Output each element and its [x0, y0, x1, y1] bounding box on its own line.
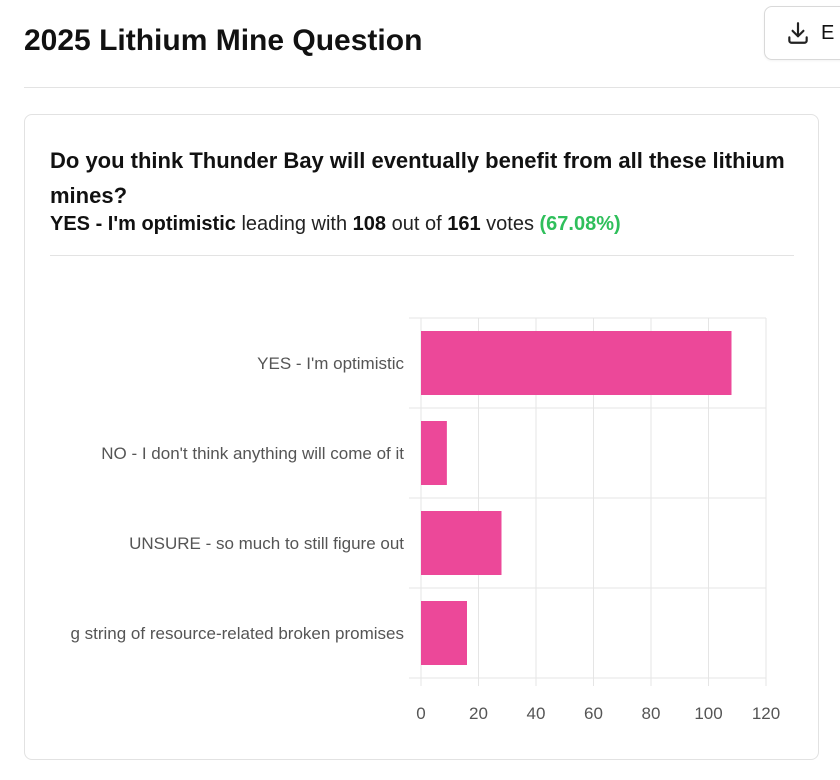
- x-tick-label-40: 40: [527, 704, 546, 723]
- bar-2: [421, 511, 502, 575]
- poll-question: Do you think Thunder Bay will eventually…: [50, 148, 785, 208]
- x-tick-label-120: 120: [752, 704, 780, 723]
- category-label-0: YES - I'm optimistic: [257, 354, 404, 373]
- download-icon: [788, 22, 808, 44]
- x-tick-label-20: 20: [469, 704, 488, 723]
- category-label-1: NO - I don't think anything will come of…: [101, 444, 404, 463]
- leader-votes: 108: [352, 213, 387, 235]
- x-tick-label-60: 60: [584, 704, 603, 723]
- x-tick-label-100: 100: [694, 704, 722, 723]
- bar-0: [421, 331, 732, 395]
- poll-summary: YES - I'm optimistic leading with 108 ou…: [50, 213, 621, 236]
- leading-text: leading with: [241, 213, 348, 235]
- leader-percent: (67.08%): [539, 213, 621, 235]
- export-button[interactable]: E: [764, 6, 840, 60]
- bar-1: [421, 421, 447, 485]
- leader-option: YES - I'm optimistic: [50, 213, 236, 235]
- out-of-text: out of: [391, 213, 442, 235]
- x-tick-label-80: 80: [642, 704, 661, 723]
- category-label-2: UNSURE - so much to still figure out: [129, 534, 404, 553]
- total-votes: 161: [447, 213, 481, 235]
- x-tick-label-0: 0: [416, 704, 425, 723]
- votes-text: votes: [486, 213, 534, 235]
- header-divider: [24, 87, 840, 88]
- export-button-label: E: [821, 21, 835, 44]
- category-label-3: g string of resource-related broken prom…: [70, 624, 404, 643]
- card-divider: [50, 255, 794, 256]
- page-title: 2025 Lithium Mine Question: [24, 24, 423, 57]
- bar-3: [421, 601, 467, 665]
